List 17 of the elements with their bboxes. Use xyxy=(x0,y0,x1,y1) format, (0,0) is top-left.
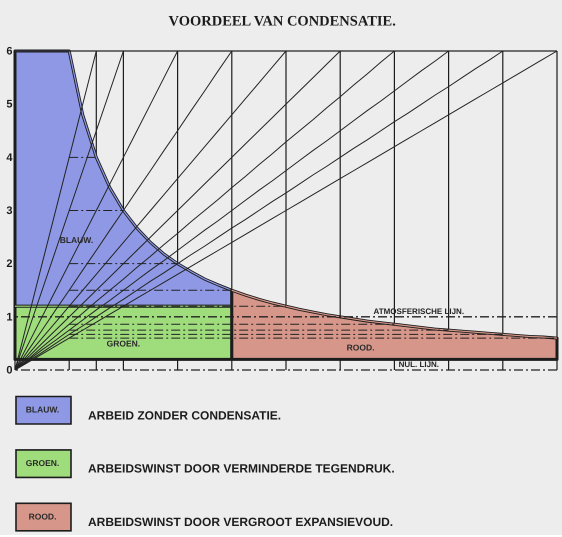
text: BLAUW. xyxy=(26,404,60,414)
y-tick-label: 3 xyxy=(6,205,12,217)
legend-label: ARBEIDSWINST DOOR VERGROOT EXPANSIEVOUD. xyxy=(88,515,394,530)
y-tick-label: 1 xyxy=(6,311,12,324)
annotation: ROOD. xyxy=(346,342,375,353)
y-tick-label: 4 xyxy=(6,152,14,164)
chart-title: VOORDEEL VAN CONDENSATIE. xyxy=(168,14,396,30)
legend-label: ARBEID ZONDER CONDENSATIE. xyxy=(88,408,282,422)
y-tick-label: 5 xyxy=(6,98,12,111)
text: GROEN. xyxy=(26,458,60,468)
ref-line-label: NUL. LIJN. xyxy=(398,360,440,369)
text: ROOD. xyxy=(28,511,56,522)
legend-label: ARBEIDSWINST DOOR VERMINDERDE TEGENDRUK. xyxy=(88,462,395,476)
y-tick-label: 0 xyxy=(6,364,12,376)
y-tick-label: 2 xyxy=(6,258,12,270)
annotation: GROEN. xyxy=(106,338,140,348)
y-tick-label: 6 xyxy=(6,46,12,58)
